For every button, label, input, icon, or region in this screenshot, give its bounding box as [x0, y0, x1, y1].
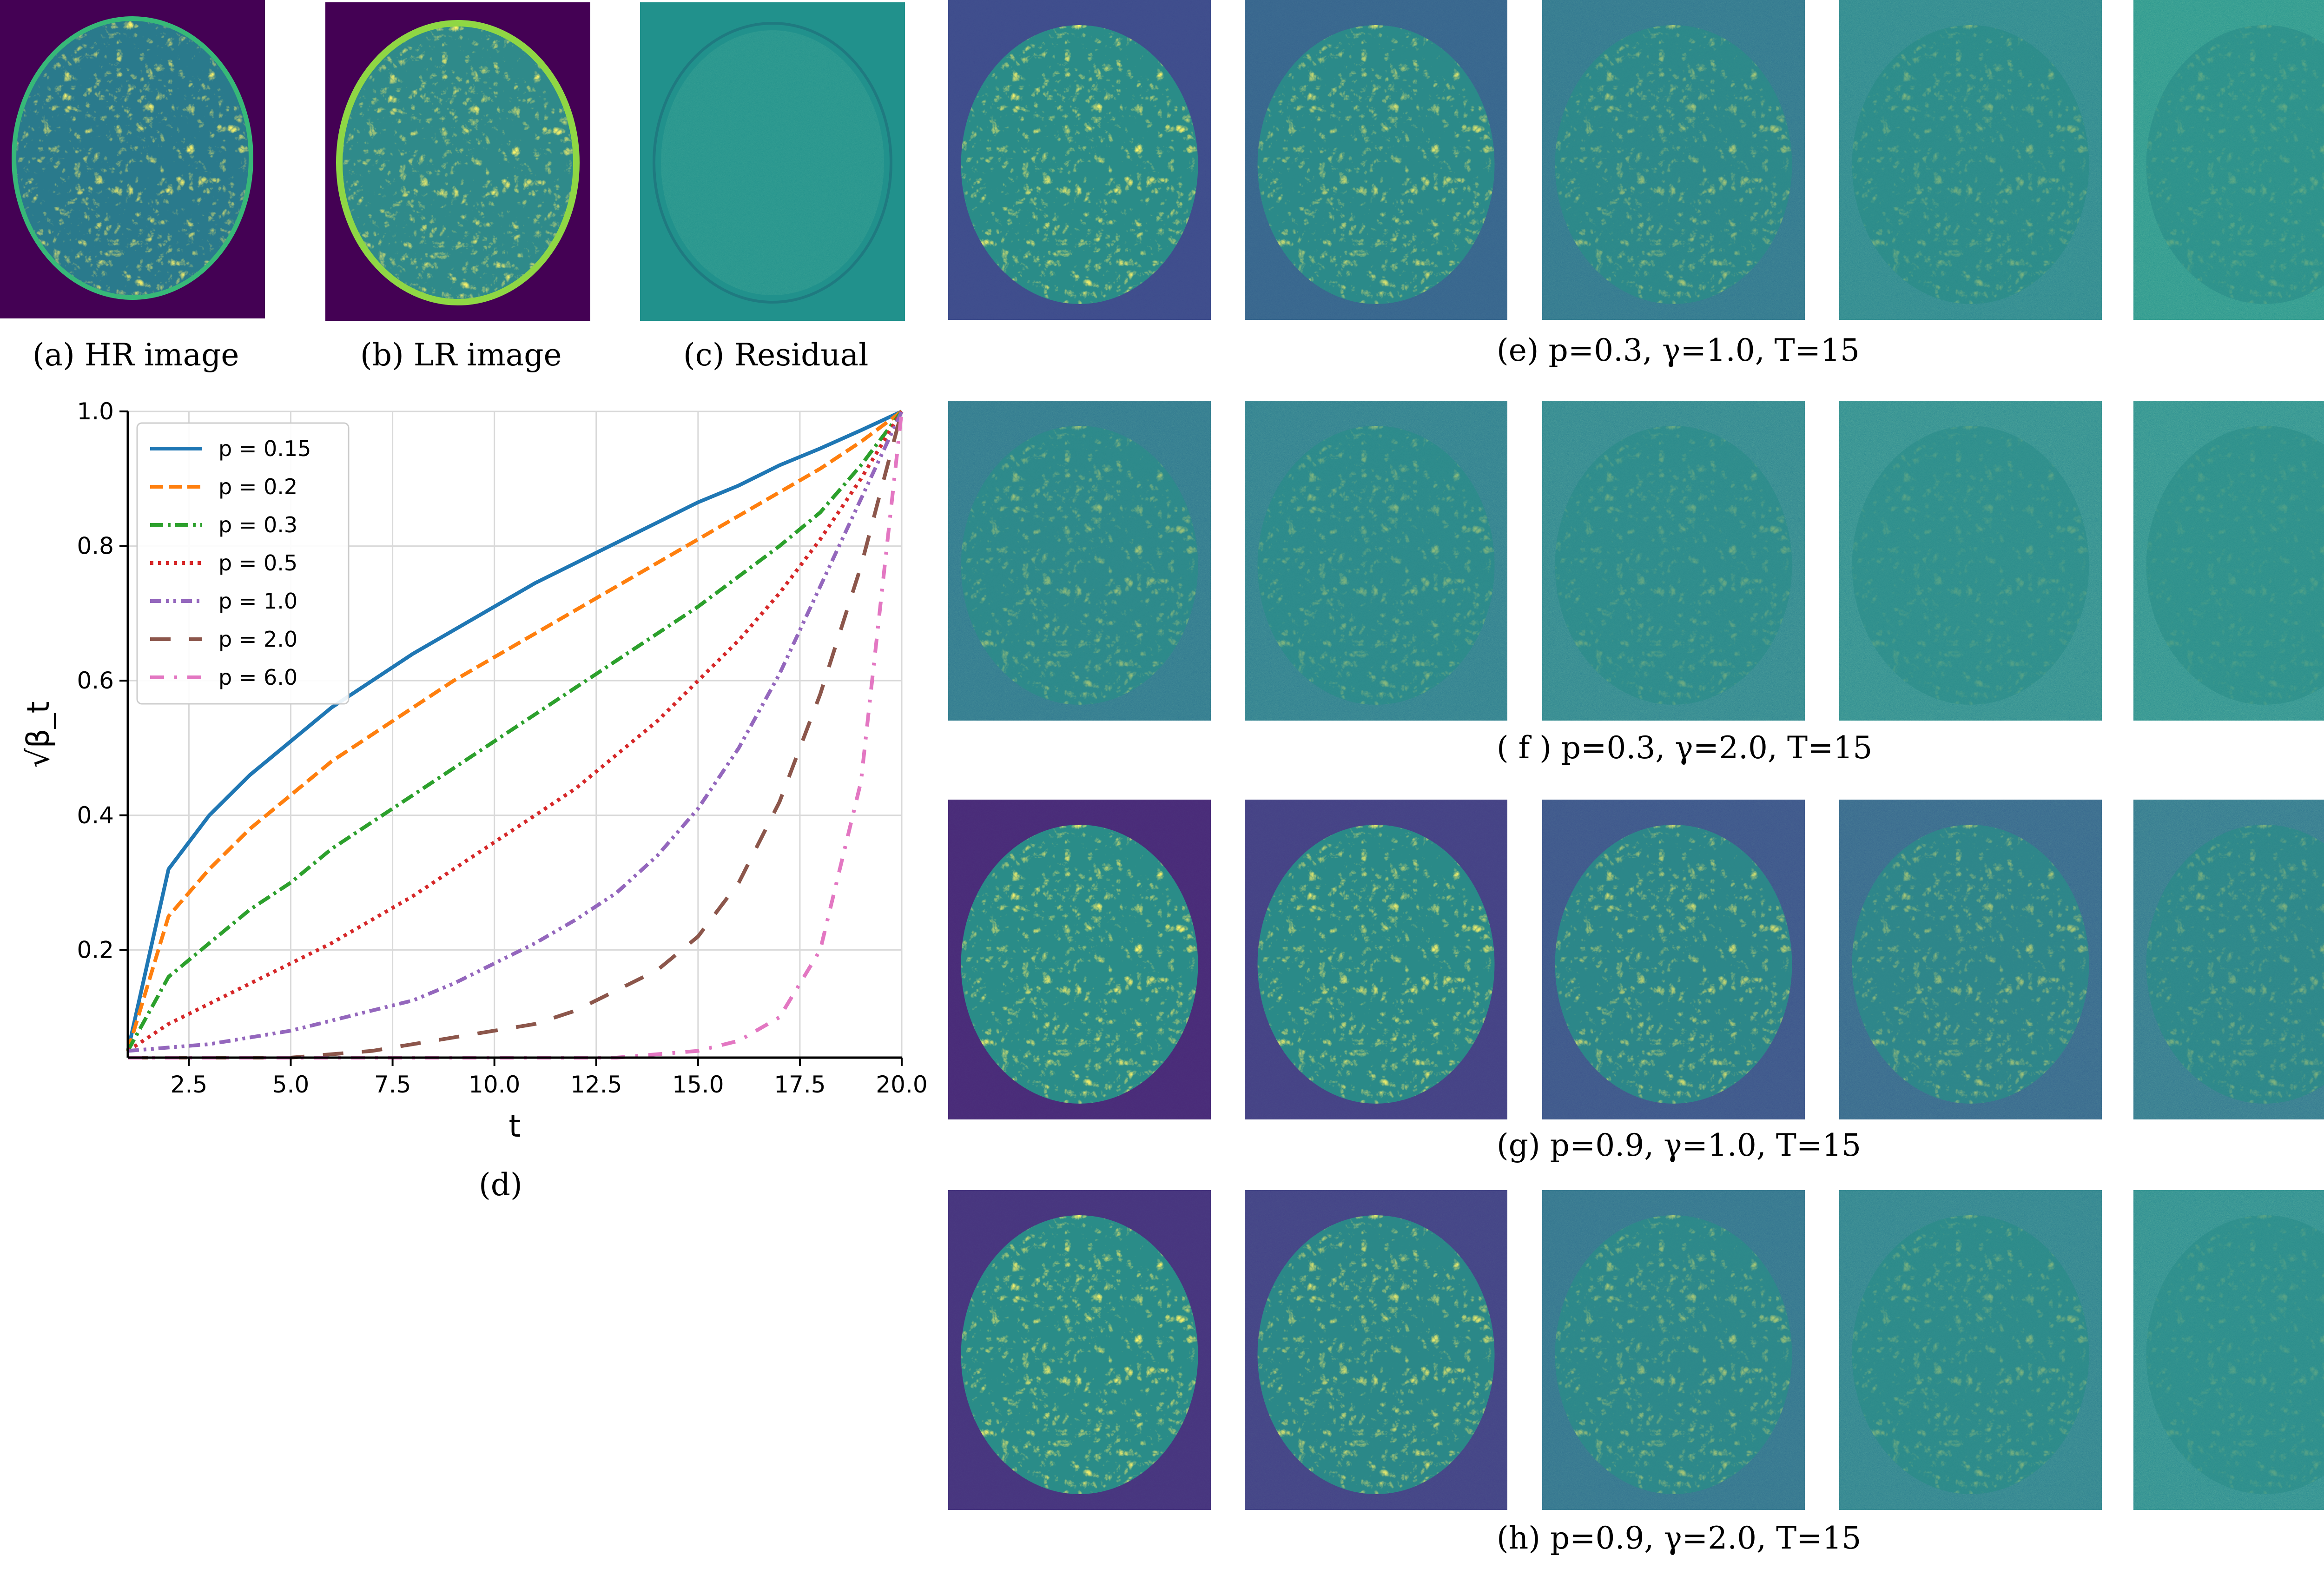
caption-row-e: (e) p=0.3, γ=1.0, T=15 — [1497, 332, 1860, 368]
x-tick-label: 15.0 — [672, 1071, 724, 1098]
series-line-p0.5 — [126, 410, 904, 1053]
brain-image — [1542, 800, 1805, 1119]
brain-image — [2133, 800, 2324, 1119]
brain-image — [948, 0, 1211, 320]
series-line-p1.0 — [127, 410, 904, 1053]
brain-image — [1839, 401, 2102, 721]
legend-label: p = 0.15 — [218, 436, 311, 461]
hr-image — [0, 0, 265, 318]
x-tick-label: 10.0 — [469, 1071, 520, 1098]
legend-box — [136, 422, 350, 705]
caption-row-f: ( f ) p=0.3, γ=2.0, T=15 — [1497, 730, 1873, 766]
legend-label: p = 6.0 — [218, 665, 297, 690]
beta-schedule-chart: 2.5 5.0 7.5 10.0 12.5 15.0 17.5 20.0 0.2 0.4 0.6 0.… — [20, 398, 928, 1144]
x-axis-label: t — [509, 1108, 521, 1144]
x-tick-label: 5.0 — [272, 1071, 310, 1098]
brain-image — [1839, 1190, 2102, 1510]
series-line-p0.3 — [126, 410, 904, 1052]
legend-label: p = 0.3 — [218, 512, 297, 537]
y-axis-label: √β_t — [20, 701, 56, 768]
brain-image — [2133, 1190, 2324, 1510]
legend-label: p = 0.5 — [218, 550, 297, 576]
y-tick-label: 0.4 — [77, 802, 114, 829]
caption-hr: (a) HR image — [33, 337, 239, 373]
caption-chart: (d) — [479, 1167, 522, 1203]
x-tick-label: 2.5 — [171, 1071, 208, 1098]
brain-image — [2133, 401, 2324, 721]
brain-image — [1542, 1190, 1805, 1510]
caption-lr: (b) LR image — [360, 337, 562, 373]
caption-row-g: (g) p=0.9, γ=1.0, T=15 — [1497, 1127, 1862, 1163]
brain-image — [1245, 401, 1507, 721]
legend-label: p = 1.0 — [218, 589, 297, 614]
legend-label: p = 0.2 — [218, 474, 297, 499]
brain-image — [2133, 0, 2324, 320]
lr-image — [325, 2, 590, 321]
residual-image — [640, 2, 905, 321]
x-tick-label: 7.5 — [374, 1071, 411, 1098]
y-tick-label: 1.0 — [77, 398, 114, 425]
x-tick-label: 12.5 — [570, 1071, 622, 1098]
x-tick-label: 20.0 — [876, 1071, 927, 1098]
y-tick-label: 0.2 — [77, 936, 114, 963]
brain-image — [1245, 800, 1507, 1119]
caption-residual: (c) Residual — [683, 337, 869, 373]
series-line-p0.15 — [126, 410, 903, 1052]
brain-image — [1245, 0, 1507, 320]
y-tick-label: 0.6 — [77, 667, 114, 694]
caption-row-h: (h) p=0.9, γ=2.0, T=15 — [1497, 1520, 1862, 1556]
brain-image — [1839, 800, 2102, 1119]
brain-image — [1839, 0, 2102, 320]
brain-image — [948, 800, 1211, 1119]
x-tick-label: 17.5 — [774, 1071, 825, 1098]
series-line-p0.2 — [126, 410, 903, 1052]
brain-image — [1542, 401, 1805, 721]
legend-label: p = 2.0 — [218, 627, 297, 652]
y-tick-label: 0.8 — [77, 533, 114, 560]
brain-image — [1245, 1190, 1507, 1510]
brain-image — [1542, 0, 1805, 320]
brain-image — [948, 1190, 1211, 1510]
brain-image — [948, 401, 1211, 721]
